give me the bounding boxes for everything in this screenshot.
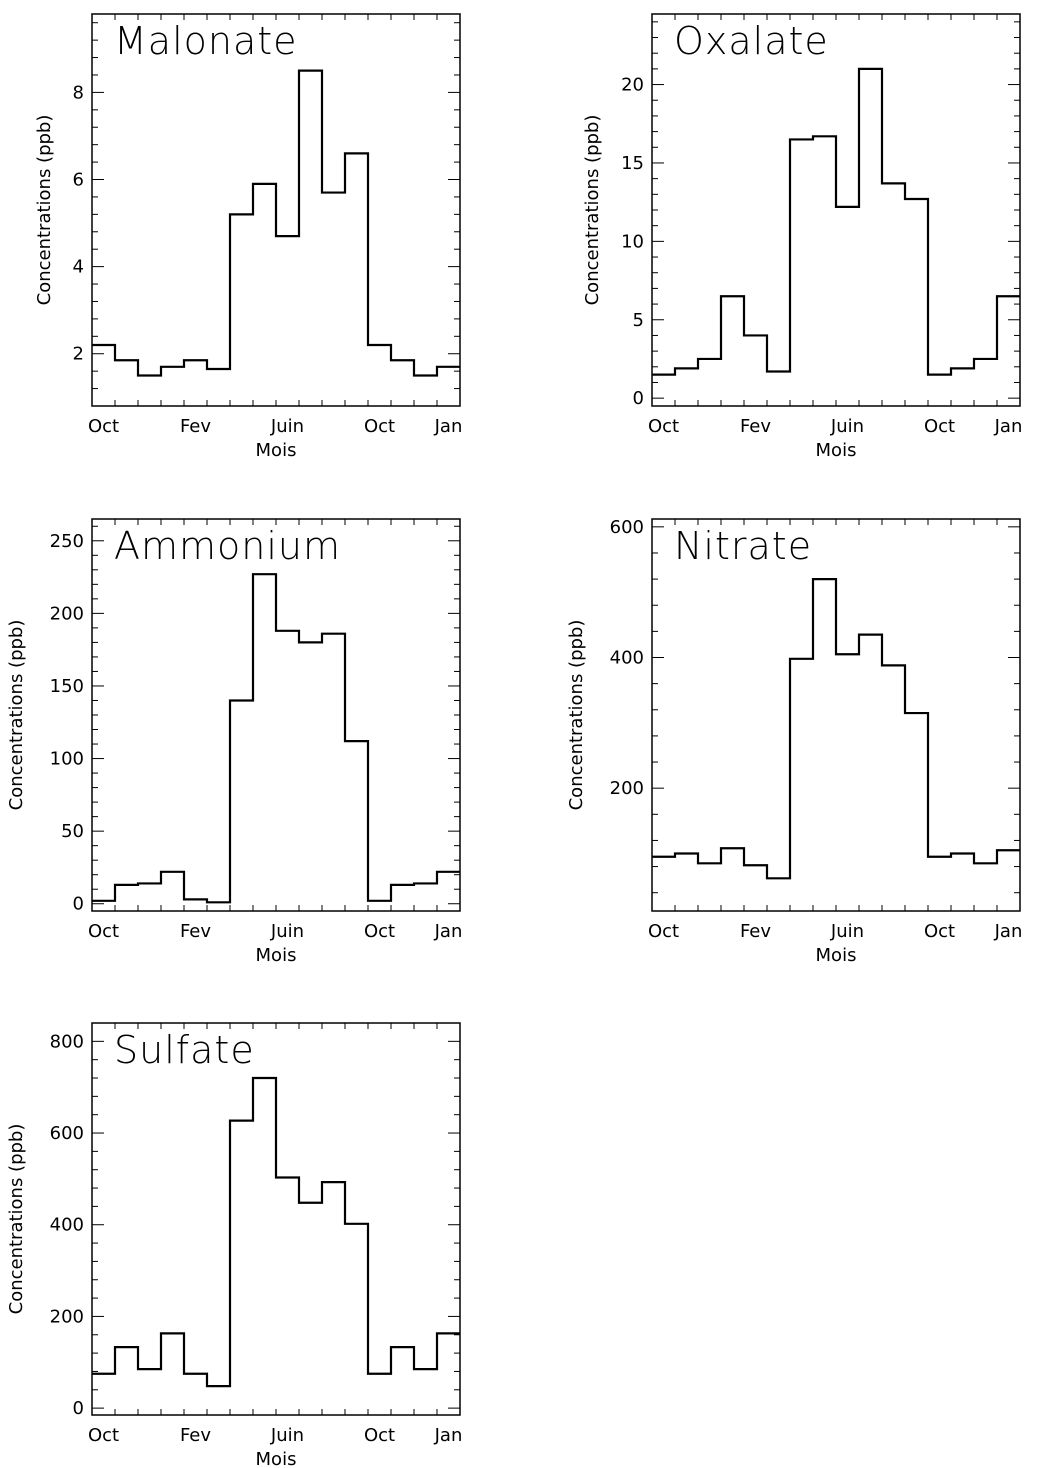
x-tick-label: Jan [994, 921, 1023, 942]
y-tick-label: 10 [621, 231, 644, 252]
x-tick-label: Oct [88, 416, 119, 437]
y-tick-label: 600 [50, 1123, 84, 1144]
y-tick-label: 6 [73, 170, 84, 191]
x-tick-label: Juin [270, 921, 304, 942]
x-tick-label: Juin [830, 416, 864, 437]
y-tick-label: 200 [50, 603, 84, 624]
series-step-line [92, 1076, 460, 1388]
y-axis-label: Concentrations (ppb) [566, 620, 587, 811]
y-tick-label: 200 [610, 778, 644, 799]
panel-oxalate: 0 5 10 15 20 Oct Fev Juin Oct Jan Mois Concentratio… [582, 13, 1023, 461]
y-tick-label: 100 [50, 749, 84, 770]
x-tick-label: Oct [364, 921, 395, 942]
x-tick-label: Jan [434, 1425, 463, 1446]
y-tick-label: 0 [73, 1398, 84, 1419]
panel-title: Oxalate [674, 19, 829, 63]
panel-sulfate: 0 200 400 600 800 Oct Fev Juin Oct Jan Mois Concent… [6, 1022, 463, 1468]
y-tick-label: 600 [610, 517, 644, 538]
x-axis-label: Mois [816, 440, 857, 461]
x-tick-label: Fev [180, 416, 211, 437]
x-tick-label: Oct [924, 416, 955, 437]
y-tick-label: 150 [50, 676, 84, 697]
x-tick-label: Fev [180, 921, 211, 942]
y-tick-label: 800 [50, 1031, 84, 1052]
y-tick-label: 20 [621, 75, 644, 96]
y-tick-label: 250 [50, 531, 84, 552]
x-tick-label: Fev [180, 1425, 211, 1446]
y-axis-label: Concentrations (ppb) [6, 620, 27, 811]
x-tick-label: Jan [434, 416, 463, 437]
plot-frame [651, 518, 1021, 912]
y-tick-label: 400 [610, 648, 644, 669]
y-tick-label: 15 [621, 153, 644, 174]
x-tick-label: Oct [364, 416, 395, 437]
series-step-line [652, 67, 1020, 376]
x-tick-label: Oct [924, 921, 955, 942]
x-tick-label: Juin [270, 416, 304, 437]
x-tick-label: Oct [88, 921, 119, 942]
x-axis-label: Mois [256, 440, 297, 461]
plot-frame [651, 13, 1021, 407]
panel-title: Ammonium [114, 524, 341, 568]
x-tick-label: Juin [830, 921, 864, 942]
x-tick-label: Oct [364, 1425, 395, 1446]
series-step-line [92, 69, 460, 377]
x-tick-label: Oct [648, 416, 679, 437]
panel-title: Sulfate [114, 1028, 255, 1072]
panel-title: Nitrate [674, 524, 812, 568]
x-axis-label: Mois [256, 1449, 297, 1468]
panel-nitrate: 200 400 600 Oct Fev Juin Oct Jan Mois Concentrati… [566, 517, 1022, 966]
y-axis-label: Concentrations (ppb) [6, 1124, 27, 1315]
y-tick-label: 8 [73, 82, 84, 103]
y-tick-label: 5 [633, 310, 644, 331]
panel-malonate: 2 4 6 8 Oct Fev Juin Oct Jan Mois Concentrations (… [34, 13, 463, 461]
x-tick-label: Jan [434, 921, 463, 942]
y-tick-label: 0 [633, 388, 644, 409]
panel-ammonium: 0 50 100 150 200 250 Oct Fev Juin Oct Jan Mois Conce… [6, 518, 463, 966]
y-axis-label: Concentrations (ppb) [34, 115, 55, 306]
series-step-line [652, 578, 1020, 880]
y-tick-label: 4 [73, 257, 84, 278]
x-tick-label: Fev [740, 921, 771, 942]
y-tick-label: 2 [73, 344, 84, 365]
x-tick-label: Juin [270, 1425, 304, 1446]
x-tick-label: Oct [648, 921, 679, 942]
y-tick-label: 50 [61, 821, 84, 842]
y-axis-label: Concentrations (ppb) [582, 115, 603, 306]
y-tick-label: 200 [50, 1306, 84, 1327]
x-tick-label: Jan [994, 416, 1023, 437]
panel-title: Malonate [114, 19, 298, 63]
series-step-line [92, 573, 460, 904]
x-tick-label: Oct [88, 1425, 119, 1446]
x-axis-label: Mois [816, 945, 857, 966]
y-tick-label: 0 [73, 894, 84, 915]
y-tick-label: 400 [50, 1215, 84, 1236]
x-tick-label: Fev [740, 416, 771, 437]
x-axis-label: Mois [256, 945, 297, 966]
